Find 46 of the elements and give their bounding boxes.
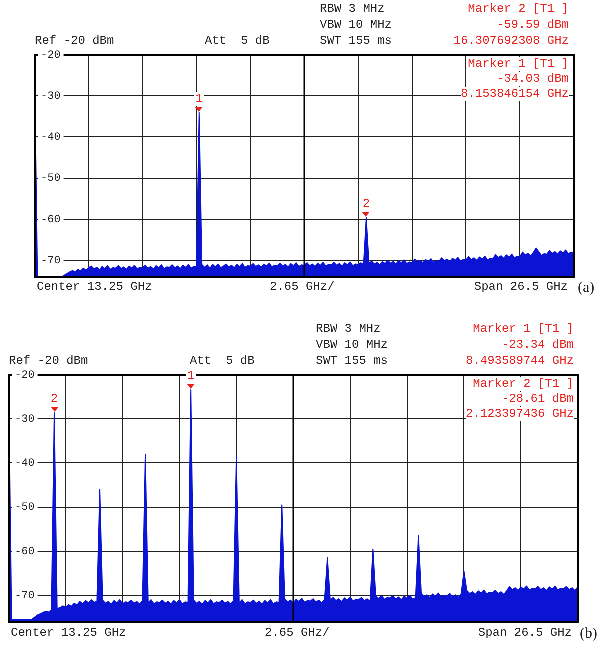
y-tick-label: -50 — [15, 502, 35, 514]
annotation: 2 — [361, 196, 372, 211]
y-tick-label: -60 — [15, 546, 35, 558]
y-tick-label: -60 — [41, 214, 61, 226]
y-tick-label: -40 — [15, 458, 35, 470]
text: (a) — [578, 280, 595, 296]
text: 16.307692308 GHz — [454, 34, 569, 48]
y-tick-label: -20 — [41, 50, 61, 62]
text: Ref -20 dBm — [9, 354, 88, 368]
text: Att 5 dB — [205, 34, 270, 48]
text: RBW 3 MHz — [316, 322, 381, 336]
text: 8.493589744 GHz — [466, 354, 574, 368]
text: VBW 10 MHz — [316, 338, 388, 352]
annotation: 8.153846154 GHz — [460, 87, 569, 101]
y-tick-label: -70 — [15, 590, 35, 602]
text: Marker 2 [T1 ] — [468, 2, 569, 16]
annotation: -28.61 dBm — [502, 392, 574, 406]
text: Center 13.25 GHz — [37, 280, 152, 294]
text: 2.65 GHz/ — [265, 626, 330, 640]
text: Marker 1 [T1 ] — [473, 322, 574, 336]
annotation: -34.03 dBm — [496, 72, 569, 86]
text: Span 26.5 GHz — [474, 280, 568, 294]
text: VBW 10 MHz — [320, 18, 392, 32]
text: Center 13.25 GHz — [11, 626, 126, 640]
text: 2.65 GHz/ — [270, 280, 335, 294]
text: Att 5 dB — [190, 354, 255, 368]
text: -23.34 dBm — [502, 338, 574, 352]
y-tick-label: -20 — [15, 370, 35, 382]
y-tick-label: -30 — [15, 414, 35, 426]
annotation: 2.123397436 GHz — [466, 407, 574, 421]
annotation: 1 — [186, 368, 196, 383]
text: SWT 155 ms — [316, 354, 388, 368]
text: RBW 3 MHz — [320, 2, 385, 16]
y-tick-label: -30 — [41, 91, 61, 104]
annotation: Marker 1 [T1 ] — [468, 57, 569, 71]
text: (b) — [580, 626, 598, 642]
text: -59.59 dBm — [496, 18, 569, 32]
y-tick-label: -50 — [41, 173, 61, 186]
y-tick-label: -70 — [41, 255, 61, 268]
annotation: 2 — [50, 392, 60, 406]
text: Ref -20 dBm — [35, 34, 114, 48]
annotation: Marker 2 [T1 ] — [473, 377, 574, 391]
text: Span 26.5 GHz — [478, 626, 572, 640]
annotation: 1 — [194, 92, 204, 106]
text: SWT 155 ms — [320, 34, 392, 48]
y-tick-label: -40 — [41, 132, 61, 144]
